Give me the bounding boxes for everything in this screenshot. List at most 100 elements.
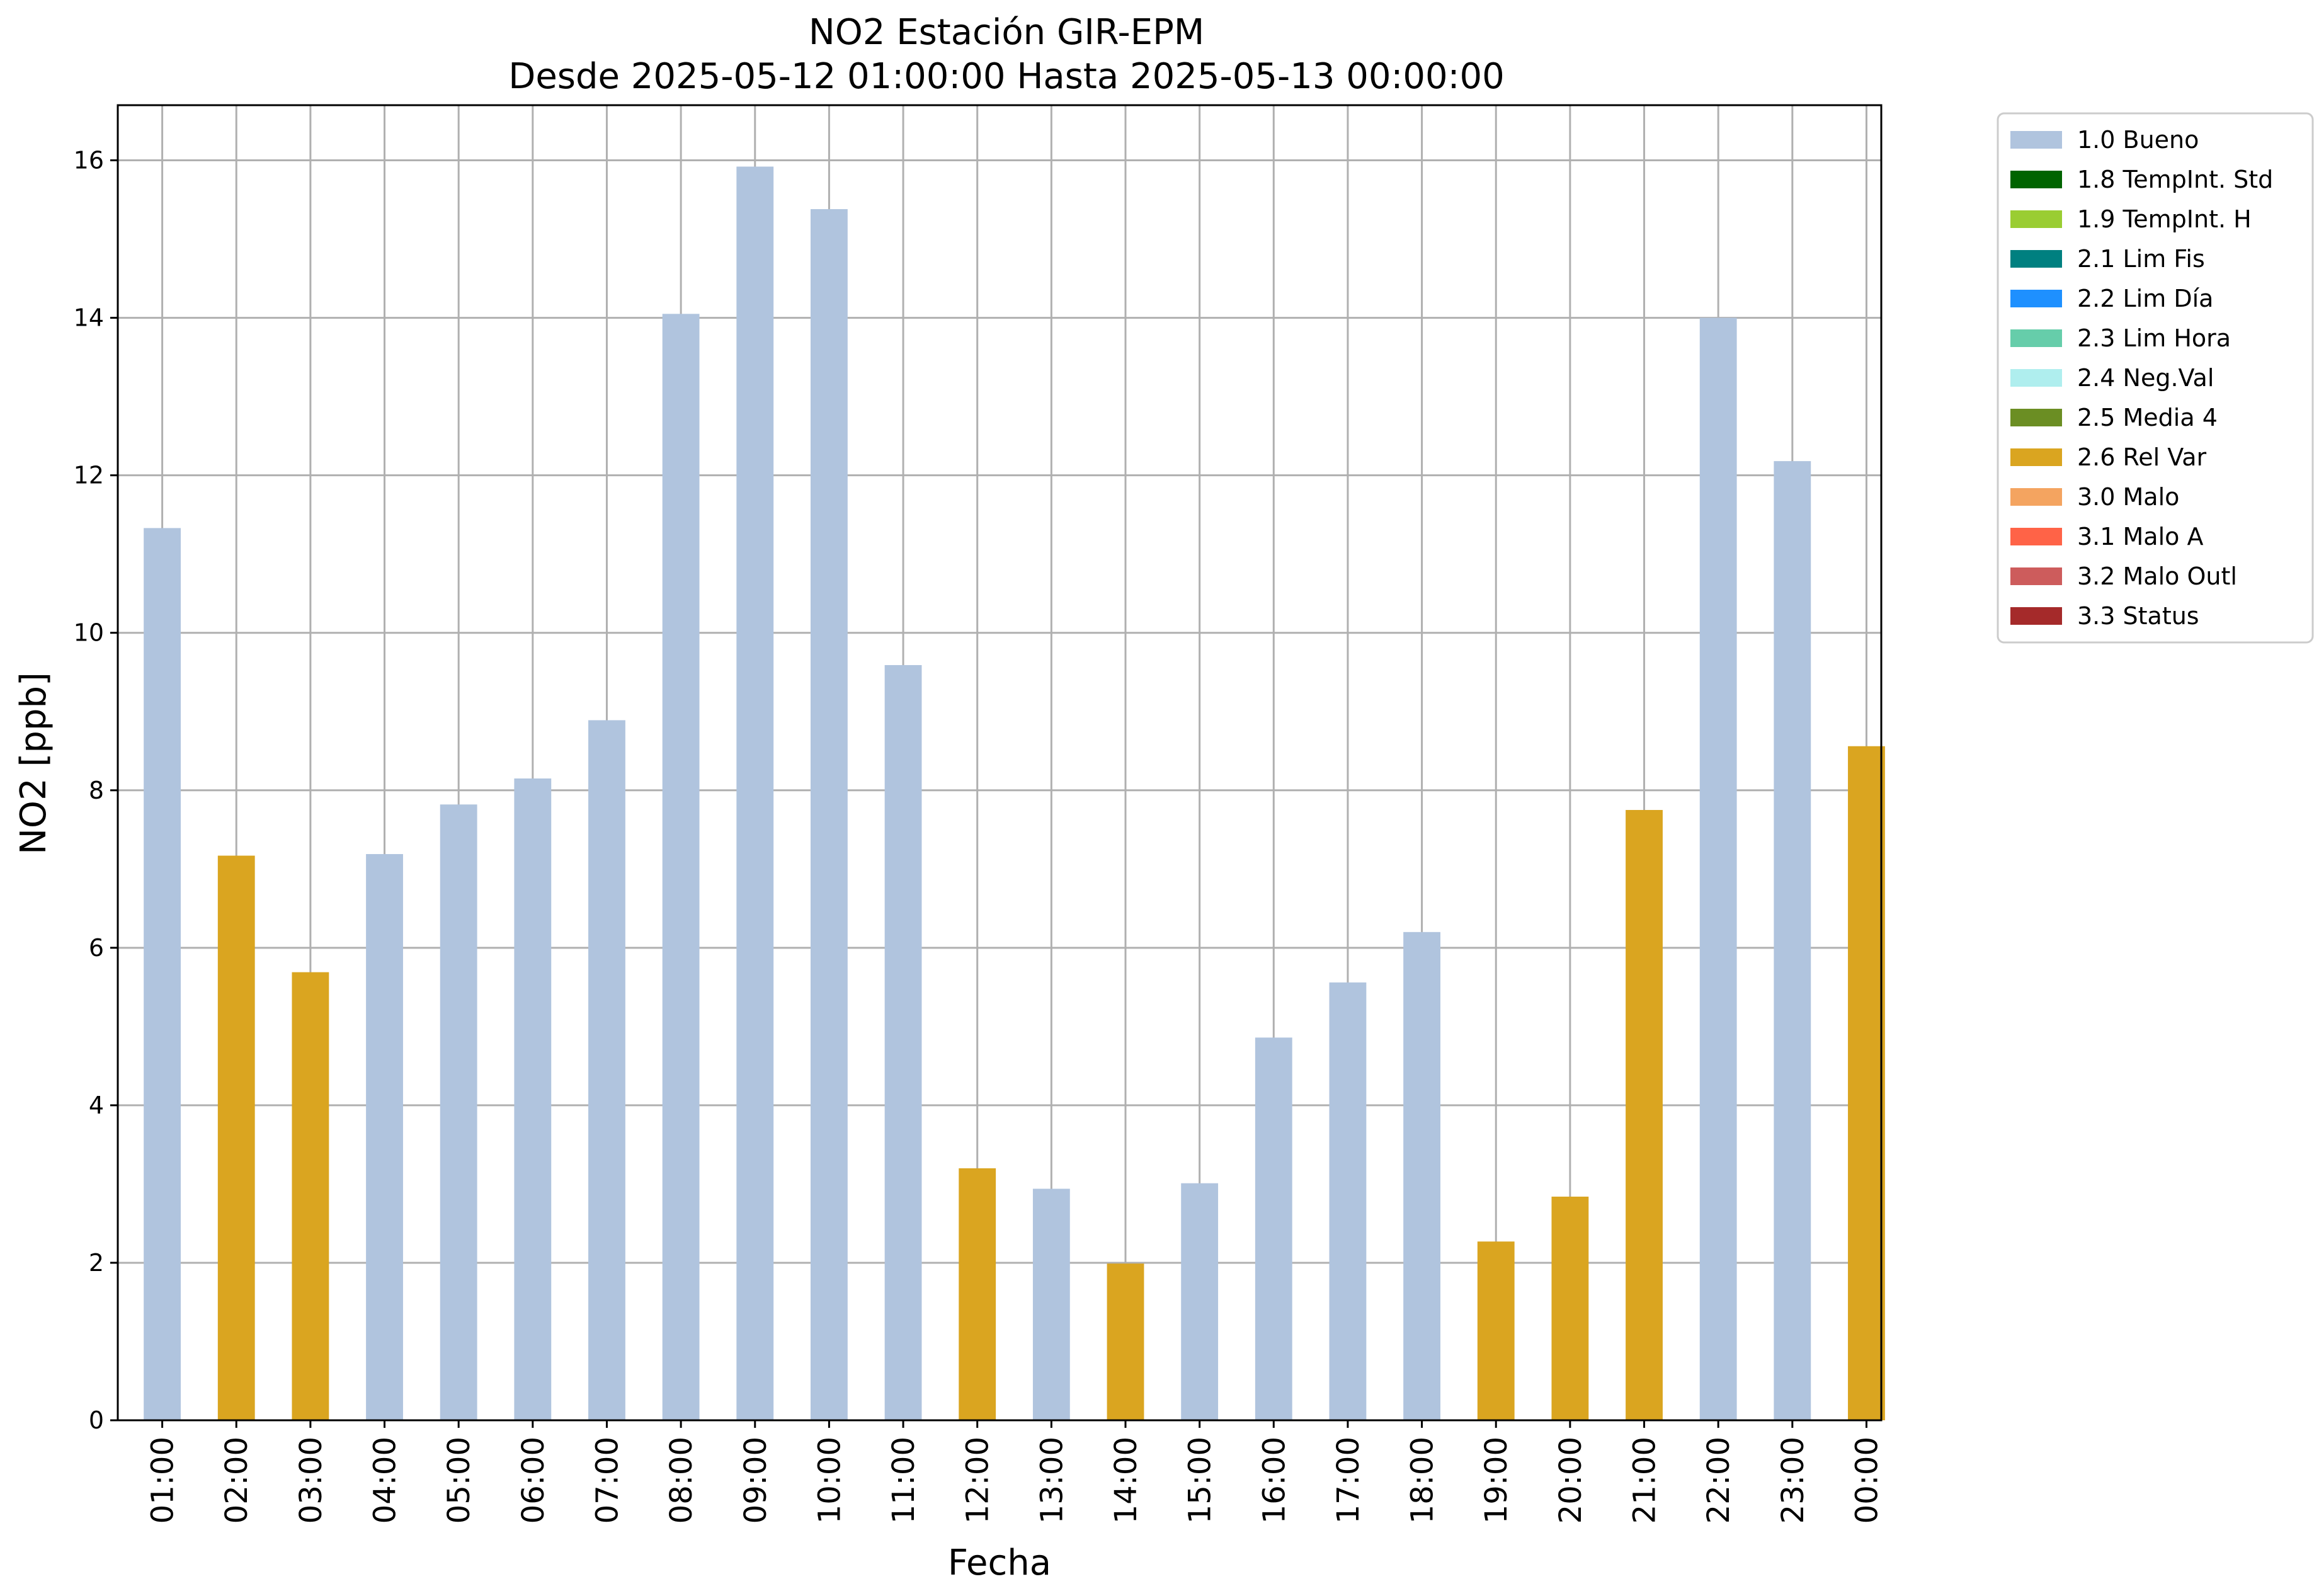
x-tick-label: 03:00 <box>293 1437 329 1524</box>
legend-entry: 2.1 Lim Fis <box>2010 245 2205 273</box>
legend-entry: 2.5 Media 4 <box>2010 404 2218 431</box>
bar-1200 <box>959 1168 996 1420</box>
y-axis-label: NO2 [ppb] <box>13 672 54 855</box>
bar-1900 <box>1477 1241 1515 1420</box>
x-tick-label: 10:00 <box>812 1437 847 1524</box>
legend-entry: 1.0 Bueno <box>2010 126 2199 154</box>
bar-1600 <box>1255 1037 1292 1420</box>
x-tick-label: 04:00 <box>368 1437 403 1524</box>
legend-entry: 3.1 Malo A <box>2010 523 2203 550</box>
x-tick-label: 02:00 <box>219 1437 254 1524</box>
bar-0000 <box>1848 746 1885 1420</box>
x-tick-label: 11:00 <box>886 1437 921 1524</box>
x-tick-label: 14:00 <box>1108 1437 1144 1524</box>
y-tick-label: 14 <box>74 304 104 332</box>
bar-0200 <box>217 855 255 1420</box>
x-tick-label: 23:00 <box>1775 1437 1811 1524</box>
legend-entry: 1.8 TempInt. Std <box>2010 166 2273 193</box>
legend-label: 1.8 TempInt. Std <box>2077 166 2273 193</box>
x-tick-label: 05:00 <box>442 1437 477 1524</box>
bar-0600 <box>514 778 552 1420</box>
chart-subtitle: Desde 2025-05-12 01:00:00 Hasta 2025-05-… <box>508 56 1505 97</box>
legend-label: 1.0 Bueno <box>2077 126 2199 154</box>
legend-swatch <box>2010 567 2062 585</box>
legend-entry: 2.6 Rel Var <box>2010 443 2207 471</box>
x-tick-label: 08:00 <box>664 1437 699 1524</box>
legend-label: 2.5 Media 4 <box>2077 404 2218 431</box>
legend-entry: 1.9 TempInt. H <box>2010 205 2252 233</box>
bar-0700 <box>588 720 625 1420</box>
legend-swatch <box>2010 329 2062 347</box>
x-tick-label: 15:00 <box>1183 1437 1218 1524</box>
legend-swatch <box>2010 369 2062 387</box>
legend-entry: 2.2 Lim Día <box>2010 285 2213 312</box>
y-axis: 0 2 4 6 8 10 12 14 16 <box>74 147 118 1434</box>
legend-swatch <box>2010 528 2062 545</box>
bars <box>144 166 1885 1421</box>
y-tick-label: 10 <box>74 619 104 647</box>
bar-2100 <box>1626 810 1663 1420</box>
x-tick-label: 06:00 <box>516 1437 551 1524</box>
y-tick-label: 6 <box>89 934 104 962</box>
y-tick-label: 4 <box>89 1092 104 1119</box>
legend-label: 2.3 Lim Hora <box>2077 324 2231 352</box>
legend-label: 2.4 Neg.Val <box>2077 364 2214 392</box>
x-tick-label: 01:00 <box>145 1437 181 1524</box>
x-axis-label: Fecha <box>948 1542 1051 1583</box>
legend-swatch <box>2010 250 2062 268</box>
bar-0100 <box>144 528 181 1420</box>
legend-label: 1.9 TempInt. H <box>2077 205 2252 233</box>
plot-frame <box>117 104 1883 1422</box>
y-tick-label: 8 <box>89 777 104 804</box>
bar-1700 <box>1329 982 1367 1420</box>
legend-swatch <box>2010 488 2062 506</box>
legend-swatch <box>2010 131 2062 149</box>
bar-1300 <box>1032 1188 1070 1420</box>
legend-swatch <box>2010 448 2062 466</box>
bar-0800 <box>662 314 700 1420</box>
bar-0900 <box>736 166 774 1421</box>
x-tick-label: 19:00 <box>1479 1437 1514 1524</box>
x-tick-label: 16:00 <box>1256 1437 1292 1524</box>
legend-label: 2.2 Lim Día <box>2077 285 2213 312</box>
legend-swatch <box>2010 409 2062 426</box>
y-tick-label: 16 <box>74 147 104 174</box>
x-tick-label: 07:00 <box>590 1437 625 1524</box>
legend-label: 2.6 Rel Var <box>2077 443 2207 471</box>
chart-title: NO2 Estación GIR-EPM <box>809 12 1204 53</box>
legend-entry: 2.3 Lim Hora <box>2010 324 2231 352</box>
y-tick-label: 12 <box>74 462 104 489</box>
bar-0400 <box>366 854 403 1420</box>
x-tick-label: 09:00 <box>738 1437 773 1524</box>
legend-entry: 2.4 Neg.Val <box>2010 364 2214 392</box>
bar-1500 <box>1181 1183 1219 1420</box>
legend-label: 3.0 Malo <box>2077 483 2179 511</box>
legend-entry: 3.2 Malo Outl <box>2010 562 2237 590</box>
bar-0500 <box>440 804 477 1420</box>
x-tick-label: 18:00 <box>1405 1437 1440 1524</box>
x-tick-label: 17:00 <box>1331 1437 1366 1524</box>
y-tick-label: 2 <box>89 1249 104 1277</box>
x-tick-label: 22:00 <box>1701 1437 1736 1524</box>
bar-2200 <box>1699 317 1737 1421</box>
x-tick-label: 00:00 <box>1849 1437 1884 1524</box>
legend-label: 3.2 Malo Outl <box>2077 562 2237 590</box>
legend-label: 2.1 Lim Fis <box>2077 245 2205 273</box>
y-tick-label: 0 <box>89 1406 104 1434</box>
legend-label: 3.1 Malo A <box>2077 523 2203 550</box>
bar-1800 <box>1403 932 1440 1420</box>
bar-1000 <box>811 209 848 1420</box>
legend-entry: 3.0 Malo <box>2010 483 2179 511</box>
x-tick-label: 21:00 <box>1627 1437 1663 1524</box>
x-tick-label: 13:00 <box>1034 1437 1069 1524</box>
legend-frame <box>1997 112 2314 644</box>
legend-swatch <box>2010 171 2062 188</box>
legend-label: 3.3 Status <box>2077 602 2199 630</box>
bar-2300 <box>1774 461 1811 1421</box>
legend: 1.0 Bueno 1.8 TempInt. Std 1.9 TempInt. H 2… <box>1997 112 2314 644</box>
legend-swatch <box>2010 210 2062 228</box>
bar-1100 <box>884 664 922 1420</box>
x-tick-label: 20:00 <box>1553 1437 1588 1524</box>
legend-swatch <box>2010 290 2062 307</box>
